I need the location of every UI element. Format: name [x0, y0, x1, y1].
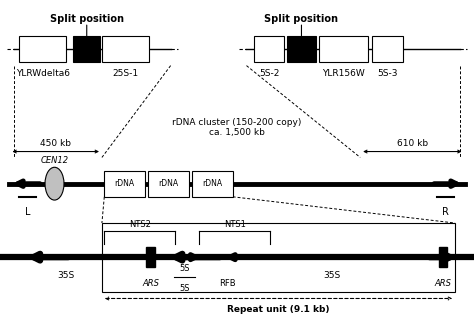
Text: rDNA: rDNA	[114, 179, 135, 188]
Text: 450 kb: 450 kb	[40, 139, 72, 148]
Text: 5S-2: 5S-2	[259, 69, 279, 78]
Bar	[19, 36, 66, 62]
Text: 5S: 5S	[180, 264, 190, 273]
Text: L: L	[25, 207, 30, 217]
Bar	[148, 171, 189, 197]
Text: Repeat unit (9.1 kb): Repeat unit (9.1 kb)	[227, 305, 330, 314]
Bar	[192, 171, 233, 197]
Bar	[254, 36, 284, 62]
Text: YLRWdelta6: YLRWdelta6	[16, 69, 70, 78]
Bar	[102, 36, 149, 62]
Bar	[73, 36, 100, 62]
Bar	[372, 36, 403, 62]
Bar	[146, 247, 155, 267]
Bar	[319, 36, 368, 62]
Bar	[439, 247, 447, 267]
Text: YLR156W: YLR156W	[322, 69, 365, 78]
Text: 5S: 5S	[180, 284, 190, 293]
Text: 25S-1: 25S-1	[112, 69, 139, 78]
Text: NTS2: NTS2	[129, 220, 151, 229]
Text: 35S: 35S	[323, 271, 340, 280]
Text: rDNA: rDNA	[202, 179, 223, 188]
Text: rDNA cluster (150-200 copy)
ca. 1,500 kb: rDNA cluster (150-200 copy) ca. 1,500 kb	[173, 118, 301, 137]
Text: R: R	[442, 207, 449, 217]
Text: RFB: RFB	[219, 279, 236, 288]
Bar	[104, 171, 145, 197]
Text: 5S-3: 5S-3	[377, 69, 398, 78]
Text: 610 kb: 610 kb	[397, 139, 428, 148]
Bar	[287, 36, 316, 62]
Text: rDNA: rDNA	[158, 179, 179, 188]
Text: NTS1: NTS1	[224, 220, 246, 229]
Text: ARS: ARS	[435, 279, 452, 288]
Ellipse shape	[45, 167, 64, 200]
Text: ARS: ARS	[142, 279, 159, 288]
Text: CEN12: CEN12	[40, 156, 69, 165]
Text: Split position: Split position	[50, 14, 124, 24]
Bar	[102, 223, 455, 292]
Text: Split position: Split position	[264, 14, 338, 24]
Text: 35S: 35S	[58, 271, 75, 280]
